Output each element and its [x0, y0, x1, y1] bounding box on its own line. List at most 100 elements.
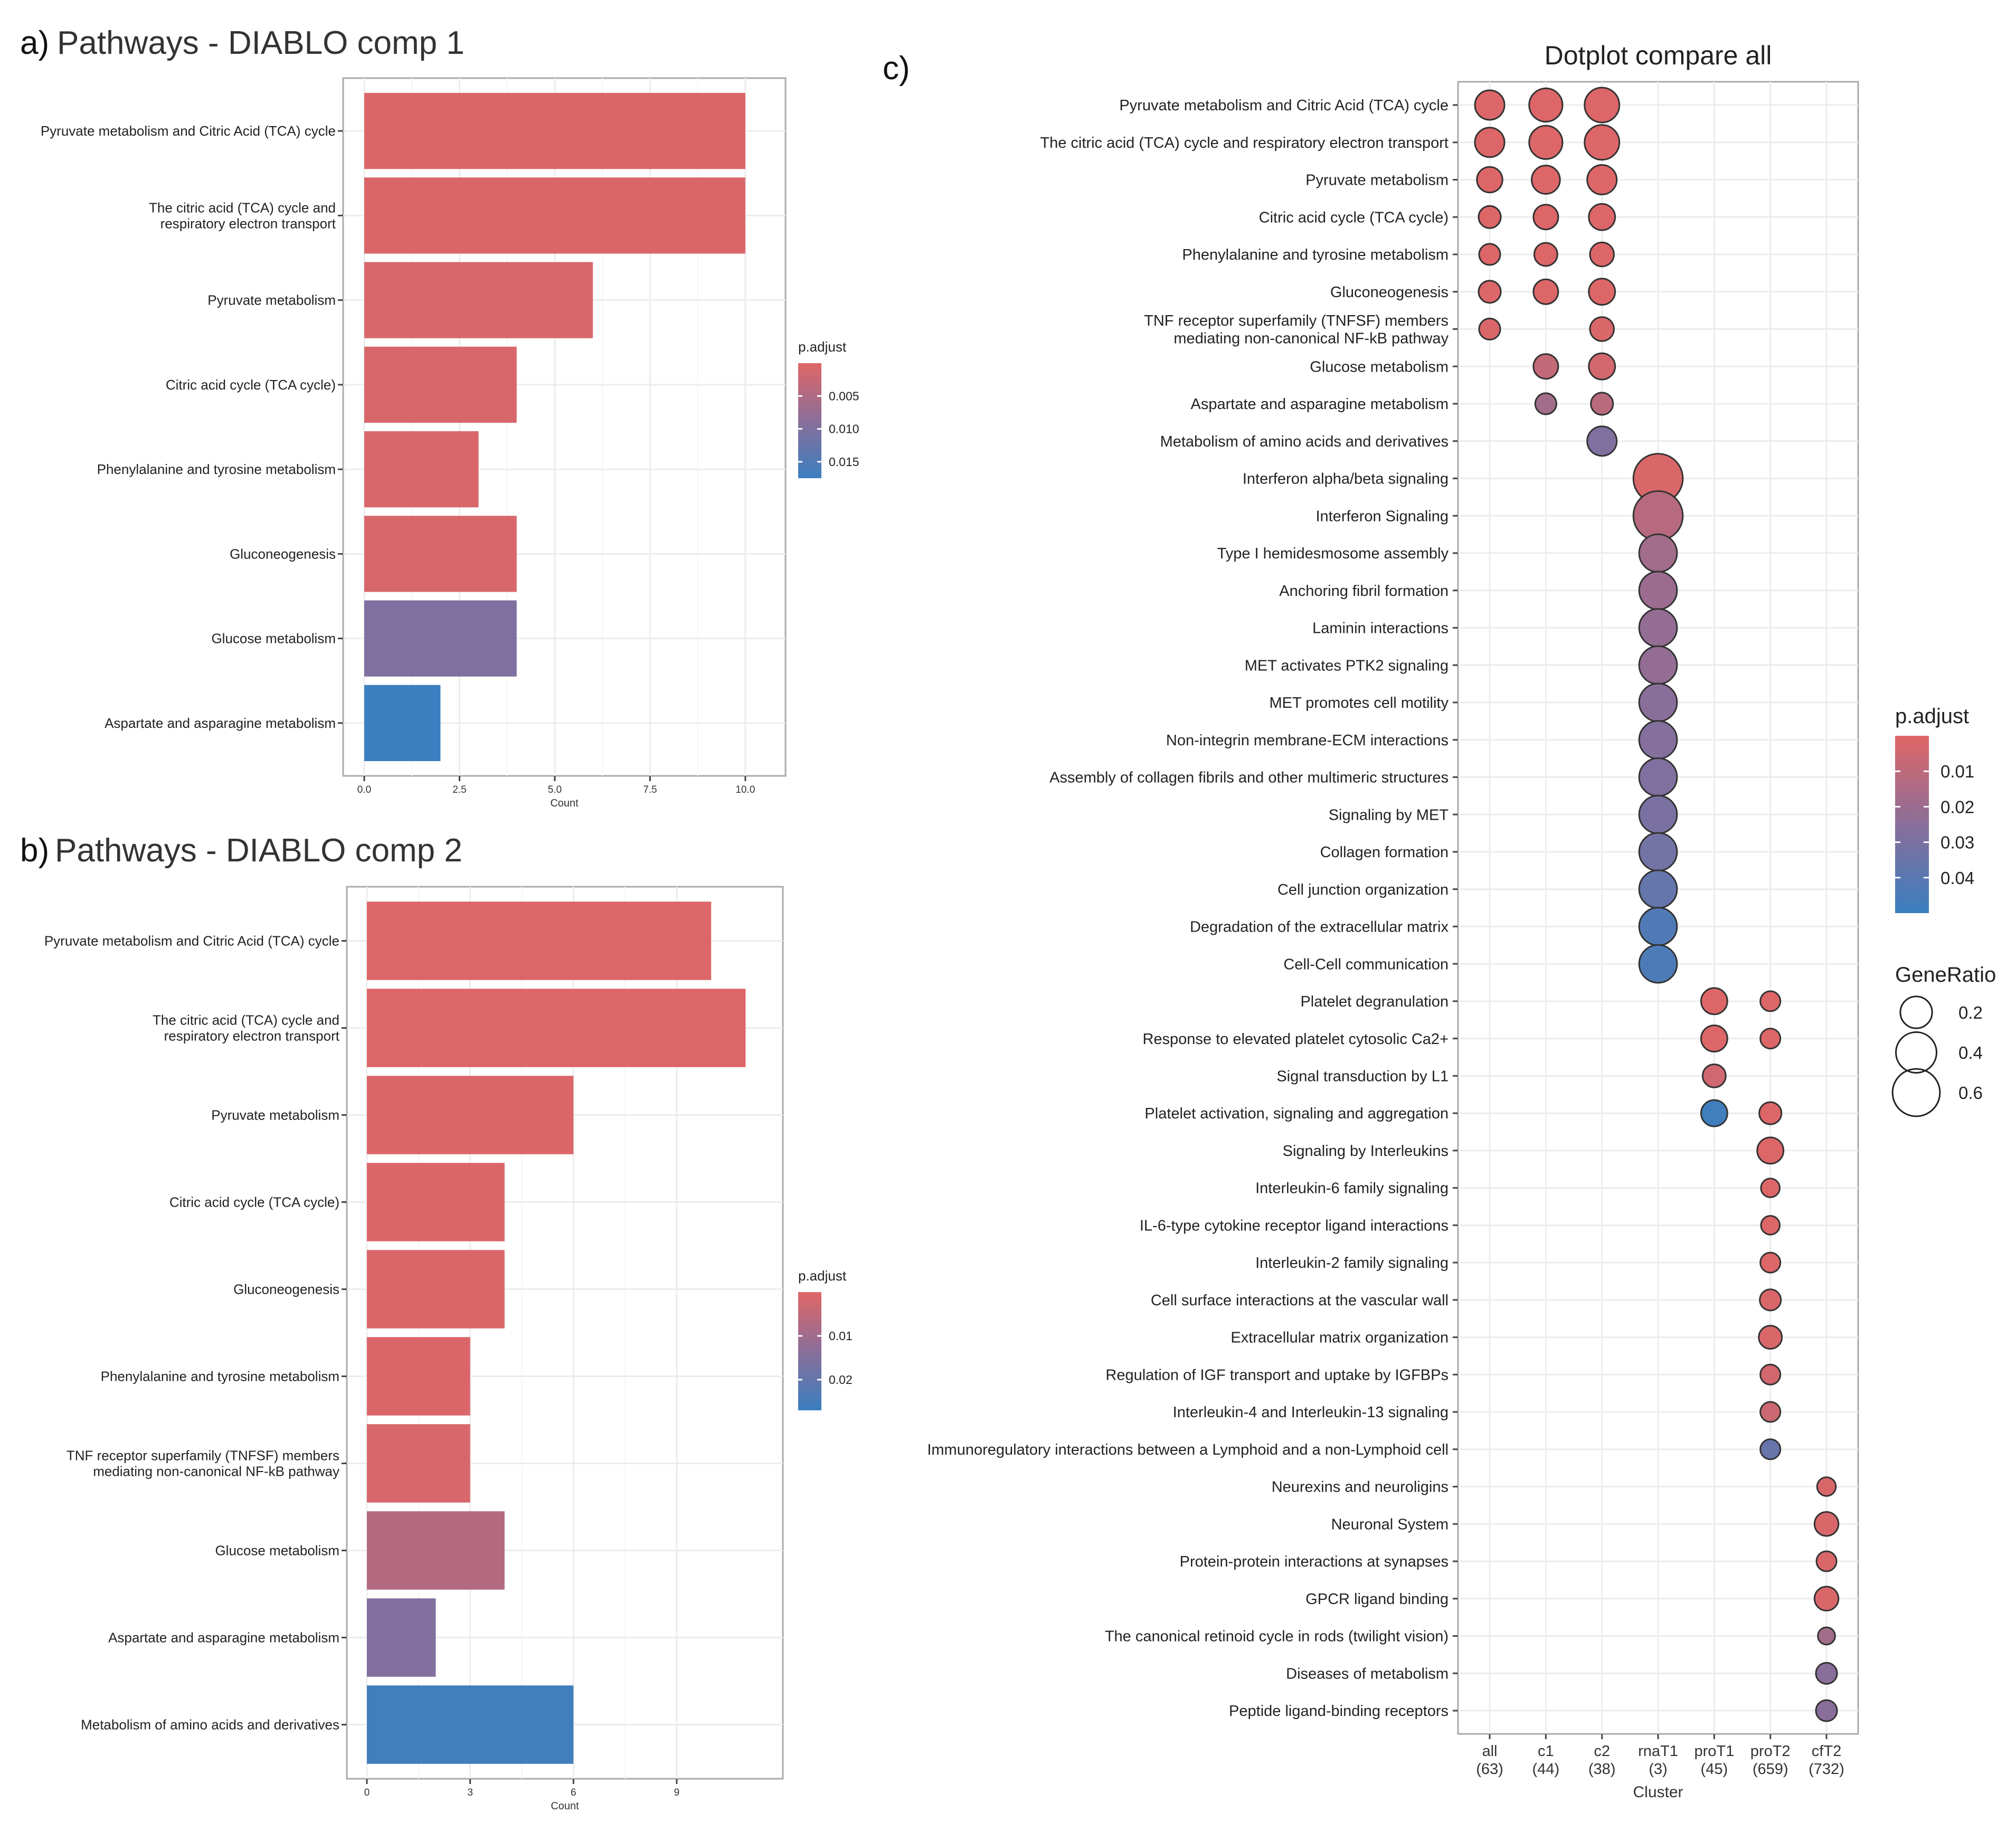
y-tick-label: The canonical retinoid cycle in rods (tw… [1105, 1628, 1449, 1645]
bar [364, 600, 517, 677]
dot [1815, 1550, 1838, 1572]
y-tick-label: mediating non-canonical NF-kB pathway [1173, 330, 1449, 347]
dot [1532, 278, 1559, 305]
legend-title: p.adjust [798, 339, 847, 355]
dot [1586, 425, 1618, 457]
y-tick-label: Citric acid cycle (TCA cycle) [166, 377, 336, 393]
y-tick-label: Metabolism of amino acids and derivative… [1160, 433, 1449, 450]
y-tick-label: TNF receptor superfamily (TNFSF) members [67, 1448, 339, 1464]
chart-title: Dotplot compare all [1545, 41, 1772, 70]
dot [1759, 1363, 1782, 1386]
y-tick-label: Aspartate and asparagine metabolism [1191, 396, 1449, 413]
y-tick-label: Pyruvate metabolism and Citric Acid (TCA… [44, 933, 339, 949]
y-tick-label: Platelet degranulation [1300, 993, 1449, 1010]
y-tick-label: Neurexins and neuroligins [1272, 1479, 1449, 1496]
dot [1638, 794, 1678, 834]
dot [1584, 87, 1621, 124]
dot [1638, 682, 1678, 723]
bar [364, 262, 593, 338]
y-tick-label: Non-integrin membrane-ECM interactions [1166, 732, 1449, 749]
bar [367, 1163, 505, 1241]
size-legend-dot [1891, 1068, 1941, 1117]
y-tick-label: Signal transduction by L1 [1276, 1068, 1449, 1085]
dot [1700, 1099, 1728, 1127]
dot [1638, 720, 1678, 760]
dot [1813, 1511, 1840, 1537]
bar [367, 1511, 505, 1590]
y-tick-label: Collagen formation [1320, 844, 1449, 861]
dot [1474, 89, 1506, 121]
y-tick-label: TNF receptor superfamily (TNFSF) members [1144, 312, 1449, 329]
panel-label: a) [20, 25, 49, 61]
x-tick-label: cfT2 [1812, 1743, 1841, 1760]
chart-title: Pathways - DIABLO comp 1 [57, 25, 465, 61]
legend-title: p.adjust [798, 1268, 847, 1284]
panel-label: b) [20, 832, 49, 869]
x-tick-label: 10.0 [735, 784, 755, 795]
chart-title: Pathways - DIABLO comp 2 [55, 832, 462, 869]
dot [1815, 1699, 1838, 1722]
x-tick-label: 9 [674, 1787, 680, 1798]
dot [1528, 125, 1564, 160]
y-tick-label: Phenylalanine and tyrosine metabolism [101, 1369, 339, 1384]
bar [367, 1250, 505, 1329]
x-tick-label: 2.5 [452, 784, 466, 795]
legend-colorbar [1895, 736, 1929, 913]
y-tick-label: MET activates PTK2 signaling [1245, 657, 1449, 674]
y-tick-label: Metabolism of amino acids and derivative… [81, 1717, 339, 1733]
y-tick-label: Interferon Signaling [1316, 508, 1449, 525]
dot [1478, 317, 1501, 341]
x-tick-label: 0.0 [357, 784, 371, 795]
y-tick-label: Interleukin-6 family signaling [1255, 1180, 1449, 1197]
dot [1759, 1028, 1782, 1050]
y-tick-label: Extracellular matrix organization [1231, 1330, 1449, 1346]
bar [364, 177, 745, 254]
dot [1584, 124, 1621, 161]
y-tick-label: Interleukin-2 family signaling [1255, 1255, 1449, 1272]
dot [1638, 571, 1678, 611]
x-tick-label: (45) [1701, 1761, 1728, 1778]
bar [364, 93, 745, 169]
dot [1478, 205, 1502, 229]
x-axis-label: Count [550, 798, 579, 809]
y-tick-label: The citric acid (TCA) cycle and [153, 1012, 339, 1028]
y-tick-label: Signaling by Interleukins [1283, 1143, 1449, 1160]
y-tick-label: Gluconeogenesis [233, 1282, 339, 1297]
dot [1756, 1136, 1785, 1165]
dot [1701, 1063, 1727, 1088]
dot [1590, 392, 1614, 416]
dot [1588, 352, 1616, 381]
y-tick-label: Protein-protein interactions at synapses [1180, 1553, 1449, 1570]
y-tick-label: Phenylalanine and tyrosine metabolism [1182, 246, 1449, 263]
legend-title: GeneRatio [1895, 963, 1996, 986]
y-tick-label: Glucose metabolism [1310, 358, 1449, 375]
size-legend-dot [1899, 995, 1933, 1029]
dot [1758, 1101, 1783, 1125]
legend-tick-label: 0.01 [829, 1329, 853, 1343]
x-tick-label: 0 [364, 1787, 370, 1798]
y-tick-label: Degradation of the extracellular matrix [1190, 919, 1449, 936]
y-tick-label: IL-6-type cytokine receptor ligand inter… [1140, 1217, 1449, 1234]
dot [1815, 1662, 1838, 1685]
x-tick-label: rnaT1 [1638, 1743, 1678, 1760]
x-tick-label: 3 [467, 1787, 473, 1798]
legend-tick-label: 0.01 [1941, 762, 1974, 781]
y-tick-label: Aspartate and asparagine metabolism [105, 715, 336, 731]
panel-a: a) Pathways - DIABLO comp 1 Pyruvate metab… [20, 25, 859, 809]
dot [1759, 990, 1782, 1012]
legend-tick-label: 0.04 [1941, 868, 1974, 888]
y-tick-label: Gluconeogenesis [1330, 284, 1449, 301]
dot [1632, 490, 1684, 542]
dot [1588, 203, 1616, 231]
y-tick-label: Platelet activation, signaling and aggre… [1144, 1105, 1449, 1122]
y-tick-label: respiratory electron transport [164, 1028, 340, 1044]
legend-tick-label: 0.010 [829, 422, 859, 436]
y-tick-label: Signaling by MET [1329, 807, 1449, 823]
y-tick-label: Assembly of collagen fibrils and other m… [1049, 770, 1449, 786]
y-tick-label: The citric acid (TCA) cycle and respirat… [1040, 135, 1449, 151]
legend-tick-label: 0.015 [829, 455, 859, 469]
legend-tick-label: 0.4 [1958, 1043, 1983, 1062]
x-tick-label: (659) [1753, 1761, 1788, 1778]
x-tick-label: (44) [1532, 1761, 1560, 1778]
panel-b: b) Pathways - DIABLO comp 2 Pyruvate metab… [20, 832, 853, 1812]
